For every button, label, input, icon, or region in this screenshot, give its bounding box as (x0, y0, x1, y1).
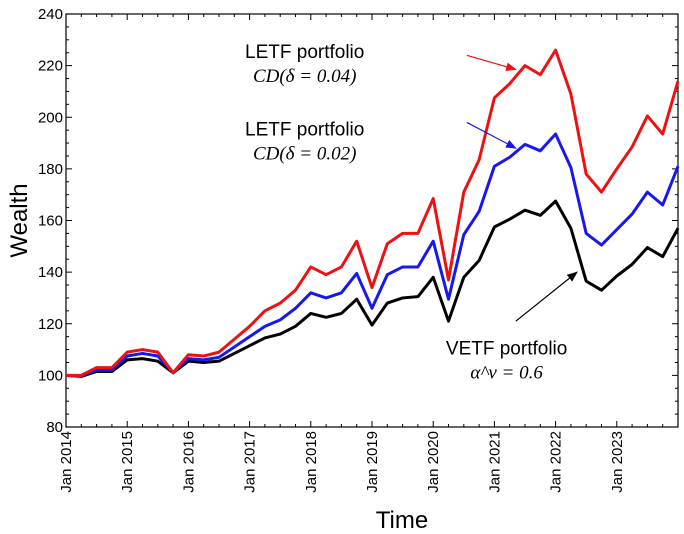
x-axis-title: Time (376, 507, 428, 534)
x-tick-label: Jan 2018 (303, 431, 320, 493)
y-tick-label: 100 (38, 367, 63, 384)
x-tick-label: Jan 2022 (548, 431, 565, 493)
y-tick-label: 240 (38, 6, 63, 23)
annotation-arrow-blue (466, 121, 517, 149)
x-tick-label: Jan 2014 (58, 431, 75, 493)
y-tick-label: 180 (38, 161, 63, 178)
y-tick-label: 220 (38, 58, 63, 75)
x-tick-label: Jan 2023 (609, 431, 626, 493)
y-tick-label: 160 (38, 213, 63, 230)
x-tick-label: Jan 2016 (180, 431, 197, 493)
plot-frame (65, 13, 679, 428)
series-letf-cd-004-line (66, 48, 680, 377)
x-tick-label: Jan 2017 (242, 431, 259, 493)
annotation-arrow-red (466, 54, 517, 71)
y-tick-label: 200 (38, 109, 63, 126)
plot-area: 80 100 120 140 160 180 200 220 240 Jan 2014 Jan 20… (6, 6, 680, 534)
annotation-title-black: VETF portfolio (446, 339, 567, 360)
x-tick-label: Jan 2015 (119, 431, 136, 493)
annotation-formula-red: CD(δ = 0.04) (253, 66, 356, 87)
annotation-title-blue: LETF portfolio (245, 119, 364, 140)
annotation-title-red: LETF portfolio (245, 42, 364, 63)
y-axis-title: Wealth (6, 183, 33, 257)
annotation-arrow-black (515, 271, 578, 322)
y-tick-label: 80 (46, 419, 63, 436)
x-tick-label: Jan 2021 (486, 431, 503, 493)
x-tick-label: Jan 2019 (364, 431, 381, 493)
y-tick-label: 120 (38, 316, 63, 333)
annotation-formula-black: α^v = 0.6 (470, 363, 543, 384)
x-tick-label: Jan 2020 (425, 431, 442, 493)
y-tick-label: 140 (38, 264, 63, 281)
annotation-formula-blue: CD(δ = 0.02) (253, 143, 356, 164)
